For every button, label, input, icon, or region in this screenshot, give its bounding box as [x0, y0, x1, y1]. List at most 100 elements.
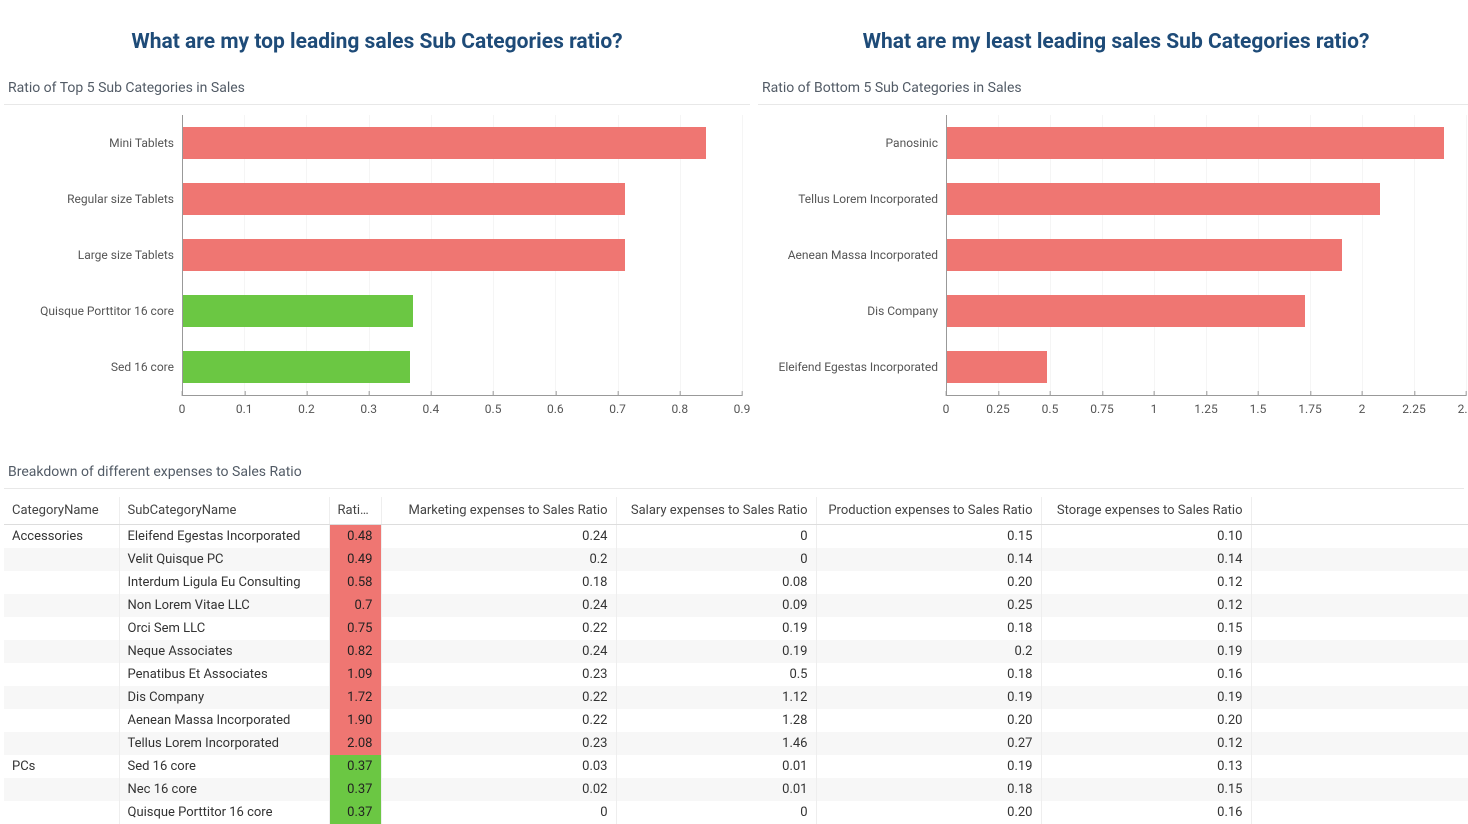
subcategory-cell: Orci Sem LLC — [119, 617, 329, 640]
salary-cell: 0 — [616, 801, 816, 824]
subcategory-cell: Quisque Porttitor 16 core — [119, 801, 329, 824]
table-row[interactable]: Quisque Porttitor 16 core0.37000.200.16 — [4, 801, 1468, 824]
x-axis: 00.10.20.30.40.50.60.70.80.9 — [182, 395, 742, 423]
blank-cell — [1251, 663, 1468, 686]
x-axis-tick: 0.8 — [671, 396, 688, 416]
ratio-cell: 0.37 — [329, 755, 381, 778]
x-axis: 00.250.50.7511.251.51.7522.252.5 — [946, 395, 1466, 423]
bar[interactable] — [947, 183, 1380, 215]
x-axis-tick: 0.75 — [1090, 396, 1113, 416]
storage-cell: 0.20 — [1041, 709, 1251, 732]
bottom-categories-bar-chart: Panosinic Tellus Lorem Incorporated Aenean… — [758, 105, 1468, 450]
ratio-cell: 0.37 — [329, 778, 381, 801]
table-row[interactable]: Neque Associates0.820.240.190.20.19 — [4, 640, 1468, 663]
marketing-cell: 0.23 — [381, 663, 616, 686]
table-column-header[interactable]: Storage expenses to Sales Ratio — [1041, 497, 1251, 525]
bar[interactable] — [183, 351, 410, 383]
bar-label: Panosinic — [766, 136, 946, 150]
bar[interactable] — [947, 239, 1342, 271]
x-axis-tick: 0.4 — [423, 396, 440, 416]
table-row[interactable]: AccessoriesEleifend Egestas Incorporated… — [4, 525, 1468, 549]
category-cell — [4, 801, 119, 824]
production-cell: 0.20 — [816, 709, 1041, 732]
bar-label: Sed 16 core — [12, 360, 182, 374]
bar-label: Quisque Porttitor 16 core — [12, 304, 182, 318]
ratio-cell: 0.7 — [329, 594, 381, 617]
table-row[interactable]: Aenean Massa Incorporated1.900.221.280.2… — [4, 709, 1468, 732]
ratio-cell: 1.72 — [329, 686, 381, 709]
category-cell — [4, 640, 119, 663]
salary-cell: 0.01 — [616, 778, 816, 801]
salary-cell: 0.09 — [616, 594, 816, 617]
table-row[interactable]: Orci Sem LLC0.750.220.190.180.15 — [4, 617, 1468, 640]
bar-label: Large size Tablets — [12, 248, 182, 262]
x-axis-tick: 2.25 — [1402, 396, 1425, 416]
x-axis-tick: 0.7 — [609, 396, 626, 416]
table-column-header[interactable] — [1251, 497, 1468, 525]
table-column-header[interactable]: CategoryName — [4, 497, 119, 525]
category-cell — [4, 548, 119, 571]
table-row[interactable]: Dis Company1.720.221.120.190.19 — [4, 686, 1468, 709]
x-axis-tick: 1.25 — [1194, 396, 1217, 416]
x-axis-tick: 0.2 — [298, 396, 315, 416]
table-column-header[interactable]: Ratio▲ — [329, 497, 381, 525]
bottom-panel-subtitle: Ratio of Bottom 5 Sub Categories in Sale… — [758, 74, 1468, 105]
blank-cell — [1251, 732, 1468, 755]
category-cell — [4, 732, 119, 755]
salary-cell: 1.28 — [616, 709, 816, 732]
x-axis-tick: 2.5 — [1458, 396, 1468, 416]
storage-cell: 0.19 — [1041, 640, 1251, 663]
subcategory-cell: Non Lorem Vitae LLC — [119, 594, 329, 617]
storage-cell: 0.16 — [1041, 801, 1251, 824]
subcategory-cell: Nec 16 core — [119, 778, 329, 801]
marketing-cell: 0.02 — [381, 778, 616, 801]
salary-cell: 0.19 — [616, 617, 816, 640]
marketing-cell: 0.18 — [381, 571, 616, 594]
bar[interactable] — [947, 127, 1444, 159]
bar-row: Aenean Massa Incorporated — [766, 227, 1466, 283]
x-axis-tick: 0 — [179, 396, 186, 416]
subcategory-cell: Aenean Massa Incorporated — [119, 709, 329, 732]
production-cell: 0.15 — [816, 525, 1041, 549]
bar[interactable] — [183, 295, 413, 327]
bar[interactable] — [947, 351, 1047, 383]
table-column-header[interactable]: SubCategoryName — [119, 497, 329, 525]
table-row[interactable]: Penatibus Et Associates1.090.230.50.180.… — [4, 663, 1468, 686]
production-cell: 0.27 — [816, 732, 1041, 755]
breakdown-table-section: Breakdown of different expenses to Sales… — [0, 450, 1468, 824]
marketing-cell: 0.2 — [381, 548, 616, 571]
table-row[interactable]: Tellus Lorem Incorporated2.080.231.460.2… — [4, 732, 1468, 755]
blank-cell — [1251, 594, 1468, 617]
production-cell: 0.20 — [816, 801, 1041, 824]
bottom-panel-title: What are my least leading sales Sub Cate… — [758, 0, 1468, 74]
salary-cell: 0 — [616, 548, 816, 571]
category-cell — [4, 663, 119, 686]
salary-cell: 0.01 — [616, 755, 816, 778]
bar[interactable] — [183, 183, 625, 215]
x-axis-tick: 0.5 — [1042, 396, 1059, 416]
storage-cell: 0.12 — [1041, 732, 1251, 755]
table-row[interactable]: Nec 16 core0.370.020.010.180.15 — [4, 778, 1468, 801]
table-row[interactable]: Interdum Ligula Eu Consulting0.580.180.0… — [4, 571, 1468, 594]
bar-row: Large size Tablets — [12, 227, 742, 283]
production-cell: 0.2 — [816, 640, 1041, 663]
table-column-header[interactable]: Production expenses to Sales Ratio — [816, 497, 1041, 525]
bar-row: Regular size Tablets — [12, 171, 742, 227]
storage-cell: 0.14 — [1041, 548, 1251, 571]
category-cell — [4, 686, 119, 709]
blank-cell — [1251, 525, 1468, 549]
table-row[interactable]: Velit Quisque PC0.490.200.140.14 — [4, 548, 1468, 571]
category-cell — [4, 571, 119, 594]
bar[interactable] — [183, 127, 706, 159]
bar[interactable] — [947, 295, 1305, 327]
table-row[interactable]: PCsSed 16 core0.370.030.010.190.13 — [4, 755, 1468, 778]
blank-cell — [1251, 640, 1468, 663]
table-column-header[interactable]: Salary expenses to Sales Ratio — [616, 497, 816, 525]
x-axis-tick: 1 — [1151, 396, 1158, 416]
bar[interactable] — [183, 239, 625, 271]
bar-label: Eleifend Egestas Incorporated — [766, 360, 946, 374]
bar-row: Mini Tablets — [12, 115, 742, 171]
table-column-header[interactable]: Marketing expenses to Sales Ratio — [381, 497, 616, 525]
table-row[interactable]: Non Lorem Vitae LLC0.70.240.090.250.12 — [4, 594, 1468, 617]
bar-label: Tellus Lorem Incorporated — [766, 192, 946, 206]
